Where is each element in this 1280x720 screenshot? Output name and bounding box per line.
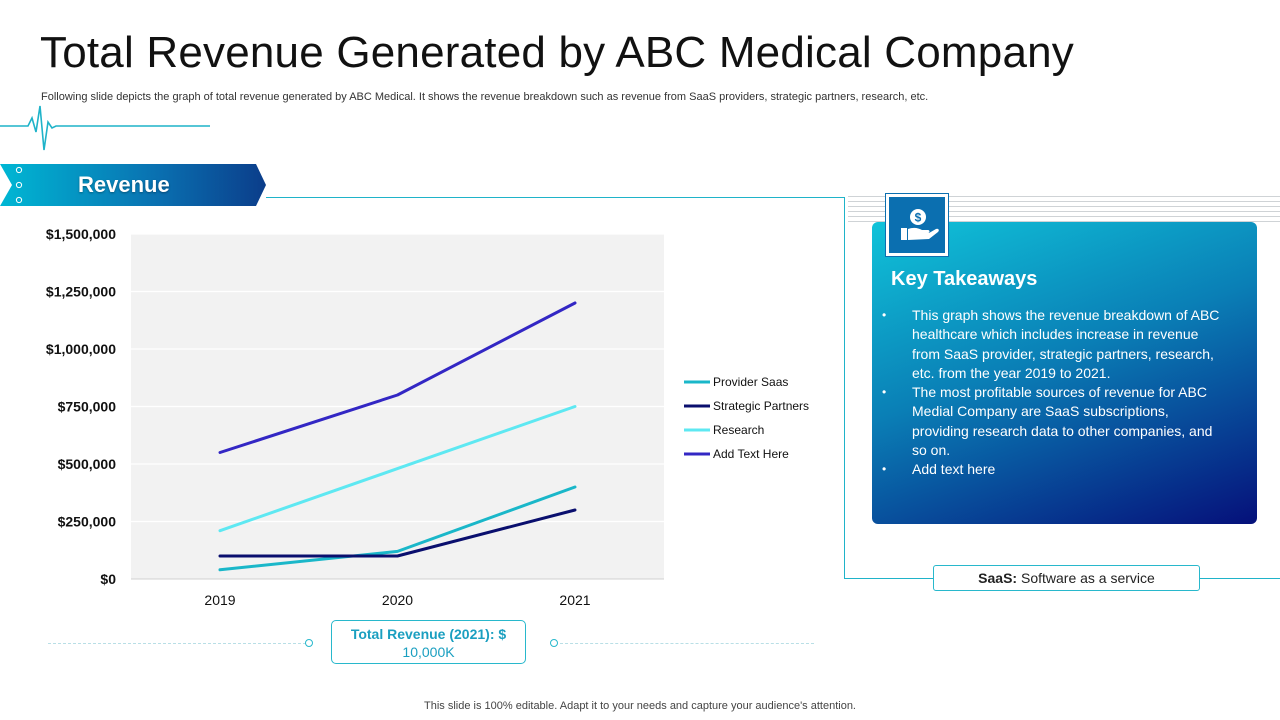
page-subtitle: Following slide depicts the graph of tot… (41, 91, 929, 103)
x-tick-label: 2019 (204, 592, 235, 608)
y-tick-label: $0 (100, 571, 116, 587)
series-line (218, 301, 577, 454)
legend-label: Provider Saas (713, 375, 788, 389)
total-revenue-prefix: : $ (489, 626, 507, 642)
series-line (218, 485, 577, 572)
connector-dot-right (550, 639, 558, 647)
y-tick-label: $500,000 (58, 456, 117, 472)
legend-label: Add Text Here (713, 447, 789, 461)
section-ribbon (0, 164, 266, 206)
svg-text:$: $ (915, 211, 922, 225)
key-takeaways-title: Key Takeaways (891, 268, 1038, 290)
takeaway-item: Add text here (878, 460, 1223, 480)
series-line (218, 405, 577, 533)
x-tick-label: 2021 (559, 592, 590, 608)
frame-line-top (266, 197, 845, 198)
dashed-divider-left (48, 643, 306, 644)
frame-line-right (844, 197, 845, 579)
total-revenue-box: Total Revenue (2021): $ 10,000K (331, 620, 526, 664)
ribbon-dots (15, 166, 23, 204)
heartbeat-icon (0, 105, 210, 151)
revenue-line-chart: $0 $250,000 $500,000 $750,000 $1,000,000 $1,2… (46, 226, 809, 608)
money-hand-icon: $ (886, 194, 948, 256)
takeaway-item: This graph shows the revenue breakdown o… (878, 306, 1223, 383)
connector-dot-left (305, 639, 313, 647)
saas-definition-box: SaaS: Software as a service (933, 565, 1200, 591)
x-tick-label: 2020 (382, 592, 413, 608)
dashed-divider-right (560, 643, 814, 644)
saas-definition: Software as a service (1017, 570, 1155, 586)
y-tick-label: $1,250,000 (46, 284, 116, 300)
saas-term: SaaS: (978, 570, 1018, 586)
legend-label: Research (713, 423, 764, 437)
key-takeaways-list: This graph shows the revenue breakdown o… (878, 306, 1223, 480)
takeaway-item: The most profitable sources of revenue f… (878, 383, 1223, 460)
y-tick-label: $1,000,000 (46, 341, 116, 357)
page-title: Total Revenue Generated by ABC Medical C… (40, 28, 1074, 77)
section-label: Revenue (78, 172, 170, 197)
series-line (218, 508, 577, 558)
y-tick-label: $250,000 (58, 514, 117, 530)
footer-note: This slide is 100% editable. Adapt it to… (424, 700, 856, 712)
total-revenue-label: Total Revenue (2021) (350, 626, 490, 642)
total-revenue-value: 10,000K (402, 644, 455, 660)
y-tick-label: $750,000 (58, 399, 117, 415)
legend-label: Strategic Partners (713, 399, 809, 413)
y-tick-label: $1,500,000 (46, 226, 116, 242)
